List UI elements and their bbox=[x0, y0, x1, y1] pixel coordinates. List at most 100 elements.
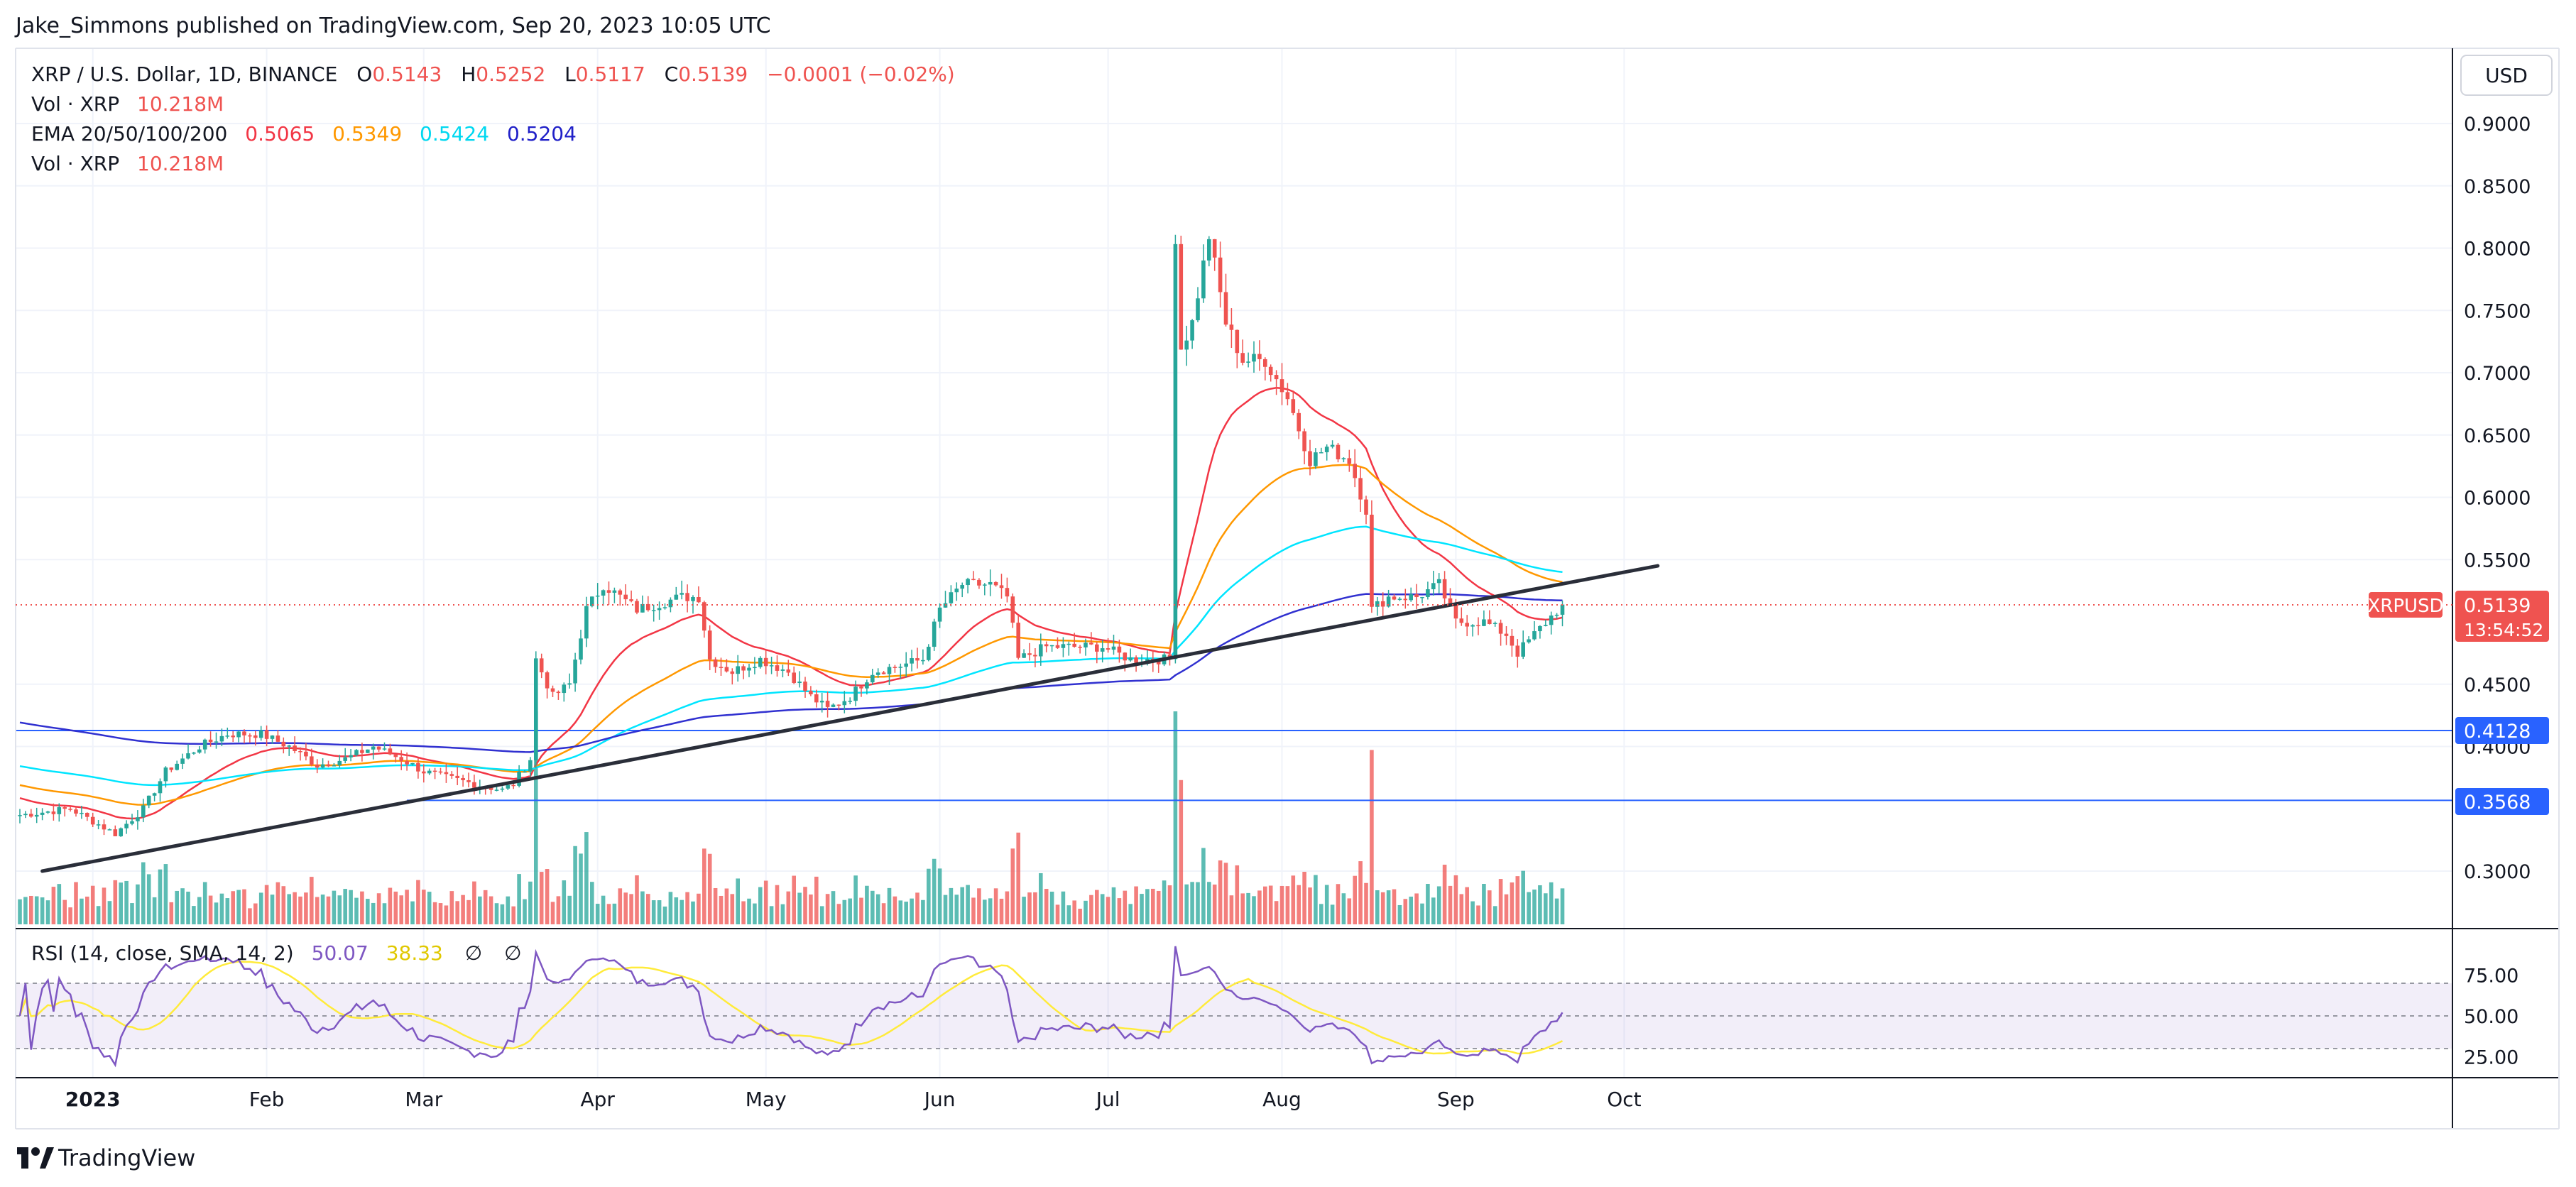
volume-bar bbox=[635, 875, 639, 924]
candle-body bbox=[1100, 648, 1105, 652]
legend-vol2-label: Vol · XRP bbox=[31, 152, 119, 175]
candle-body bbox=[1341, 458, 1346, 460]
volume-bar bbox=[1515, 876, 1520, 924]
candle-body bbox=[966, 579, 970, 586]
volume-bar bbox=[1336, 884, 1341, 924]
level-tag-2-label: 0.3568 bbox=[2464, 792, 2531, 814]
volume-bar bbox=[1420, 903, 1424, 924]
volume-bar bbox=[1492, 906, 1497, 924]
candle-body bbox=[550, 688, 555, 692]
volume-bar bbox=[287, 894, 291, 924]
volume-bar bbox=[472, 881, 476, 924]
rsi-tick-label: 75.00 bbox=[2464, 966, 2518, 988]
volume-bar bbox=[971, 897, 976, 924]
volume-bar bbox=[910, 898, 914, 924]
rsi-tick-label: 50.00 bbox=[2464, 1006, 2518, 1028]
candle-body bbox=[360, 750, 364, 753]
candle-body bbox=[1235, 329, 1240, 354]
candle-body bbox=[1033, 655, 1037, 657]
volume-bar bbox=[258, 892, 263, 924]
candle-body bbox=[1184, 340, 1189, 350]
candle-body bbox=[1370, 514, 1374, 607]
price-tick-label: 0.6500 bbox=[2464, 425, 2531, 447]
volume-bar bbox=[275, 882, 280, 924]
candle-body bbox=[489, 787, 493, 790]
candle-body bbox=[937, 607, 942, 622]
volume-bar bbox=[163, 864, 168, 924]
candle-body bbox=[993, 581, 998, 586]
volume-bar bbox=[1156, 890, 1161, 924]
volume-bar bbox=[1426, 884, 1430, 924]
candle-body bbox=[399, 757, 403, 761]
volume-bar bbox=[904, 902, 908, 924]
candle-body bbox=[1420, 596, 1424, 598]
legend-vol1: 10.218M bbox=[137, 92, 224, 116]
grid bbox=[16, 48, 2452, 1078]
volume-bar bbox=[248, 908, 252, 924]
volume-bar bbox=[921, 899, 925, 924]
candle-body bbox=[1442, 579, 1447, 598]
candle-body bbox=[1022, 653, 1026, 658]
volume-bar bbox=[1397, 904, 1402, 924]
candle-body bbox=[304, 751, 308, 757]
candle-body bbox=[208, 739, 213, 743]
candle-body bbox=[444, 772, 449, 775]
ema100-line bbox=[19, 525, 1563, 787]
candle-body bbox=[248, 735, 252, 737]
legend-o: 0.5143 bbox=[372, 62, 442, 86]
volume-bar bbox=[1549, 882, 1554, 924]
candle-body bbox=[236, 731, 241, 738]
candle-body bbox=[410, 762, 415, 765]
volume-bar bbox=[1055, 904, 1060, 924]
volume-bar bbox=[1257, 890, 1262, 924]
volume-bar bbox=[786, 891, 791, 924]
volume-bar bbox=[629, 894, 633, 924]
volume-bar bbox=[579, 853, 583, 924]
volume-bar bbox=[360, 891, 364, 924]
candle-body bbox=[988, 581, 993, 585]
price-tick-label: 0.6000 bbox=[2464, 488, 2531, 510]
candle-body bbox=[1066, 643, 1071, 645]
volume-bar bbox=[146, 874, 151, 924]
candle-body bbox=[859, 687, 863, 689]
candle-body bbox=[146, 795, 151, 806]
volume-bar bbox=[1078, 909, 1082, 924]
volume-bar bbox=[550, 902, 555, 924]
volume-bar bbox=[651, 900, 656, 924]
candle-body bbox=[253, 735, 258, 738]
volume-bar bbox=[1297, 885, 1301, 924]
candle-body bbox=[382, 748, 387, 750]
volume-bar bbox=[831, 891, 836, 924]
candle-body bbox=[1218, 257, 1223, 292]
volume-bar bbox=[1521, 870, 1525, 924]
volume-bar bbox=[534, 711, 538, 924]
volume-bar bbox=[1358, 861, 1363, 924]
candle-body bbox=[797, 682, 802, 684]
volume-bar bbox=[432, 902, 437, 924]
candle-body bbox=[455, 775, 459, 778]
candle-body bbox=[1156, 661, 1161, 664]
candle-body bbox=[427, 770, 432, 774]
candle-body bbox=[85, 812, 89, 817]
candle-body bbox=[1492, 623, 1497, 625]
volume-bar bbox=[506, 896, 511, 924]
volume-bar bbox=[202, 882, 207, 924]
candle-body bbox=[1207, 239, 1211, 261]
candle-body bbox=[1392, 596, 1397, 600]
candle-body bbox=[1314, 452, 1318, 466]
volume-bar bbox=[1364, 882, 1368, 924]
candle-body bbox=[405, 760, 409, 765]
candle-body bbox=[432, 770, 437, 772]
volume-bar bbox=[1302, 871, 1306, 924]
candle-body bbox=[534, 658, 538, 760]
currency-button[interactable] bbox=[2460, 55, 2553, 96]
volume-bar bbox=[1005, 891, 1010, 924]
volume-bar bbox=[1470, 901, 1475, 924]
candle-body bbox=[1072, 643, 1076, 647]
candle-body bbox=[337, 760, 342, 766]
volume-bar bbox=[1414, 893, 1419, 924]
volume-bar bbox=[371, 902, 376, 924]
candle-body bbox=[702, 602, 706, 631]
candle-body bbox=[1173, 244, 1178, 660]
volume-bar bbox=[1314, 875, 1318, 924]
